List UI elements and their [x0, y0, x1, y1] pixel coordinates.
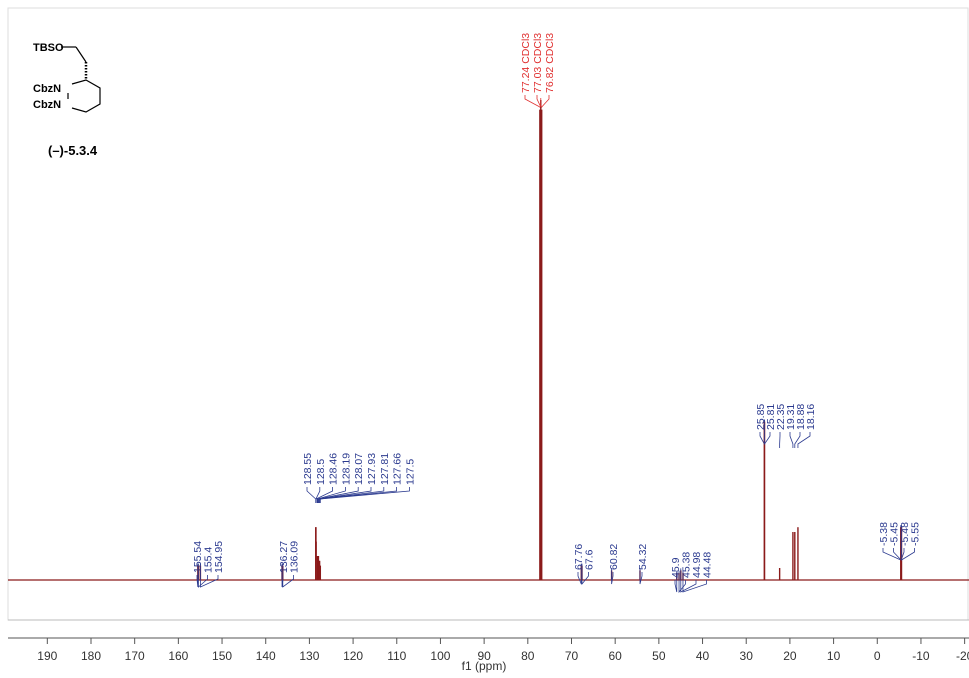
peak-label: 154.95: [213, 541, 225, 573]
bond: [75, 46, 87, 63]
x-tick-label: 160: [168, 649, 188, 663]
peak-label: 128.19: [340, 453, 352, 485]
peak-label-bracket: [306, 487, 317, 503]
structure-label: CbzN: [33, 99, 61, 111]
x-tick-label: 0: [874, 649, 881, 663]
peak-label: 128.55: [302, 453, 314, 485]
peak-label: 25.81: [765, 404, 777, 430]
x-axis-label: f1 (ppm): [462, 659, 507, 673]
x-tick-label: -20: [956, 649, 969, 663]
peak-label: 77.03 CDCl3: [532, 33, 544, 93]
x-tick-label: 60: [608, 649, 622, 663]
peak-label: 155.4: [203, 547, 215, 573]
peak-label: -5.45: [889, 522, 901, 546]
x-tick-label: 50: [652, 649, 666, 663]
x-tick-label: 30: [740, 649, 754, 663]
x-tick-label: 170: [125, 649, 145, 663]
x-tick-label: 130: [299, 649, 319, 663]
peak-label-bracket: [680, 568, 697, 593]
peak-label-bracket: [611, 568, 614, 585]
peak-label: 18.88: [795, 404, 807, 430]
x-tick-label: 90: [477, 649, 491, 663]
peak-label-bracket: [674, 570, 678, 593]
x-tick-label: 80: [521, 649, 535, 663]
peak-label-bracket: [678, 570, 686, 594]
peak-label-bracket: [581, 563, 589, 586]
peak-label: -5.55: [910, 522, 922, 546]
x-tick-label: 20: [783, 649, 797, 663]
peak-label: 127.81: [379, 453, 391, 485]
peak-label-bracket: [315, 487, 334, 503]
peak-label-bracket: [318, 487, 385, 503]
x-tick-label: 190: [37, 649, 57, 663]
x-tick-label: 40: [696, 649, 710, 663]
peak-label-bracket: [524, 95, 541, 108]
peak-label-bracket: [200, 563, 219, 588]
ring: [71, 79, 101, 113]
x-tick-label: 120: [343, 649, 363, 663]
peak-label: 77.24 CDCl3: [520, 33, 532, 93]
peak-label: 76.82 CDCl3: [544, 33, 556, 93]
x-tick-label: 70: [565, 649, 579, 663]
peak-label-bracket: [797, 432, 811, 448]
peak-label: 128.07: [353, 453, 365, 485]
peak-label-bracket: [316, 487, 346, 503]
x-tick-label: 110: [387, 649, 406, 663]
peak-label: 128.46: [328, 453, 340, 485]
x-tick-label: 10: [827, 649, 841, 663]
structure: [61, 46, 101, 113]
peak-label-bracket: [764, 419, 771, 446]
peak-label-bracket: [317, 487, 359, 503]
structure-label: TBSO: [33, 42, 64, 54]
peak-label: 136.27: [278, 541, 290, 573]
x-tick-label: 100: [430, 649, 450, 663]
x-tick-label: 180: [81, 649, 101, 663]
peak-label: 136.09: [289, 541, 301, 573]
peak-label-bracket: [319, 487, 398, 503]
peak-label: 18.16: [805, 404, 817, 430]
peak-label: 45.38: [681, 552, 693, 578]
peak-label: 128.5: [315, 459, 327, 485]
peak-label: 44.98: [691, 552, 703, 578]
peak-label-bracket: [901, 525, 915, 561]
x-tick-label: 150: [212, 649, 232, 663]
frame: [7, 7, 969, 621]
peak-label-bracket: [282, 563, 294, 588]
peak-label-bracket: [682, 570, 707, 593]
peak-label: 127.5: [404, 459, 416, 485]
x-tick-label: 140: [256, 649, 276, 663]
peak-label: 67.76: [573, 544, 585, 570]
compound-label: (–)-5.3.4: [48, 143, 98, 158]
peak-label: 22.35: [775, 404, 787, 430]
peak-label-bracket: [319, 487, 410, 503]
peak-label: 127.93: [366, 453, 378, 485]
peak-label-bracket: [318, 487, 372, 503]
peak-label: 67.6: [584, 549, 596, 570]
peak-label: 44.48: [702, 552, 714, 578]
structure-label: CbzN: [33, 83, 61, 95]
peak-label: 155.54: [192, 541, 204, 573]
peak-label-bracket: [198, 563, 208, 588]
peak-label-bracket: [639, 568, 643, 585]
peak-label: -5.38: [878, 522, 890, 546]
peak-label: 60.82: [608, 544, 620, 570]
peak-label-bracket: [536, 95, 542, 108]
peak-label-bracket: [541, 95, 550, 108]
peak-label-bracket: [789, 432, 794, 448]
x-tick-label: -10: [912, 649, 930, 663]
peak-label: 19.31: [785, 404, 797, 430]
peak-label: 127.66: [392, 453, 404, 485]
peak-label-bracket: [794, 432, 801, 448]
peak-label: 54.32: [637, 544, 649, 570]
